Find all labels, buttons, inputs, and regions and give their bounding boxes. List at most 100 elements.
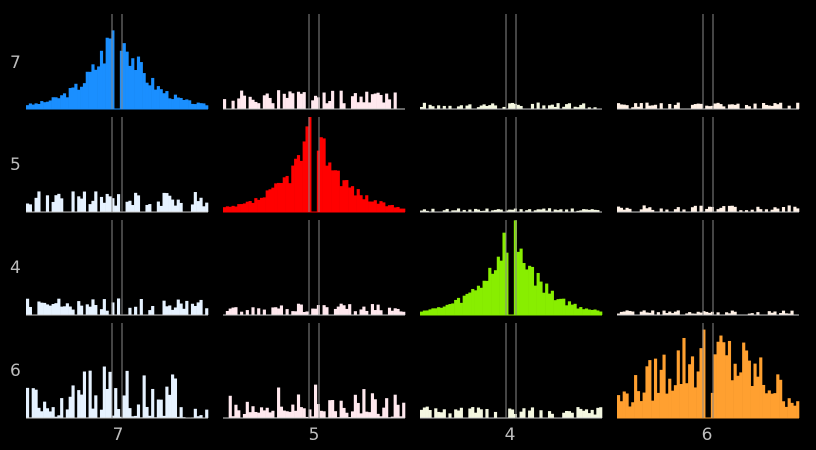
histogram-bar (390, 204, 394, 212)
histogram-bar (325, 165, 329, 212)
histogram-bar (362, 306, 366, 315)
histogram-bar (294, 158, 298, 212)
histogram-bar (34, 197, 38, 212)
histogram-bar (48, 411, 52, 418)
histogram-bar (368, 102, 372, 109)
histogram-bar (234, 404, 238, 418)
histogram-bar (787, 313, 791, 315)
histogram-bar (231, 205, 235, 212)
histogram-bar (584, 209, 589, 212)
histogram-bar (565, 104, 569, 109)
histogram-bar (94, 69, 98, 109)
histogram-bar (582, 410, 586, 418)
histogram-bar (619, 401, 623, 418)
histogram-bar (733, 104, 737, 109)
histogram-bar (579, 307, 583, 315)
histogram-bar (456, 410, 461, 418)
histogram-bar (231, 307, 235, 315)
histogram-bar (725, 355, 729, 418)
histogram-bar (176, 416, 180, 418)
histogram-bar (45, 195, 50, 212)
histogram-bar (779, 102, 783, 109)
histogram-bar (299, 407, 303, 418)
histogram-bar (787, 398, 791, 418)
histogram-bar (685, 313, 689, 315)
histogram-bar (268, 97, 272, 109)
histogram-bar (234, 206, 238, 212)
histogram-bar (271, 307, 275, 315)
histogram-bar (291, 404, 295, 418)
histogram-bar (710, 311, 714, 315)
histogram-bar (399, 416, 403, 418)
histogram-bar (519, 411, 523, 418)
histogram-bar (425, 210, 429, 212)
histogram-bar (465, 105, 469, 109)
histogram-bar (779, 313, 783, 315)
histogram-bar (562, 106, 566, 109)
histogram-bar (676, 207, 680, 212)
histogram-bar (125, 201, 129, 212)
histogram-bar (476, 209, 481, 212)
histogram-bar (631, 311, 635, 315)
histogram-bar (71, 87, 75, 109)
histogram-bar (251, 406, 255, 418)
histogram-bar (136, 56, 141, 109)
histogram-bar (779, 379, 783, 418)
histogram-bar (111, 198, 115, 212)
histogram-bar (148, 85, 152, 109)
histogram-bar (556, 210, 560, 212)
histogram-bar (699, 205, 703, 212)
histogram-bar (716, 102, 720, 109)
histogram-bar (482, 280, 486, 315)
histogram-bar (402, 402, 406, 418)
histogram-bar (499, 209, 503, 212)
histogram-bar (190, 103, 195, 109)
histogram-bar (431, 106, 435, 109)
histogram-bar (188, 100, 192, 109)
histogram-bar (519, 209, 523, 212)
histogram-bar (257, 412, 261, 418)
histogram-bar (784, 406, 788, 418)
histogram-bar (365, 195, 369, 212)
histogram-bar (159, 89, 163, 109)
histogram-bar (693, 387, 697, 418)
histogram-bar (705, 208, 709, 212)
histogram-bar (485, 105, 489, 109)
histogram-bar (88, 306, 92, 315)
histogram-bar (162, 415, 166, 418)
histogram-bar (682, 337, 686, 418)
histogram-bar (108, 371, 112, 418)
histogram-bar (787, 105, 791, 109)
histogram-bar (722, 342, 726, 418)
histogram-bar (131, 416, 135, 418)
histogram-bar (131, 58, 135, 109)
histogram-bar (596, 310, 600, 315)
histogram-bar (322, 138, 326, 212)
histogram-bar (285, 175, 289, 212)
histogram-bar (277, 90, 281, 109)
histogram-bar (31, 104, 35, 109)
histogram-bar (45, 101, 50, 109)
histogram-bar (573, 106, 577, 109)
histogram-bar (696, 311, 700, 315)
histogram-bar (719, 207, 723, 212)
histogram-bar (45, 304, 50, 315)
histogram-bar (382, 202, 386, 212)
histogram-bar (631, 402, 635, 418)
histogram-bar (237, 98, 241, 109)
histogram-bar (696, 103, 700, 109)
histogram-bar (690, 313, 695, 315)
histogram-bar (51, 97, 55, 109)
histogram-bar (77, 301, 81, 315)
histogram-bar (171, 99, 175, 109)
histogram-bar (353, 93, 357, 109)
histogram-bar (499, 260, 503, 315)
histogram-bar (781, 310, 786, 315)
histogram-bar (468, 292, 472, 315)
histogram-bar (781, 401, 786, 418)
histogram-bar (288, 411, 292, 418)
histogram-bar (442, 105, 446, 109)
histogram-bar (268, 412, 272, 418)
histogram-bar (202, 103, 206, 109)
histogram-bar (271, 410, 275, 418)
